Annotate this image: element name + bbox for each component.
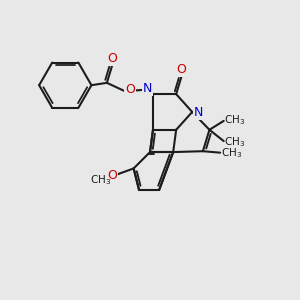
Text: N: N [194,106,203,119]
Text: CH$_3$: CH$_3$ [221,146,243,160]
Text: CH$_3$: CH$_3$ [224,113,246,127]
Text: N: N [143,82,153,95]
Text: O: O [107,52,117,65]
Text: CH$_3$: CH$_3$ [90,173,112,187]
Text: O: O [177,63,186,76]
Text: O: O [107,169,117,182]
Text: CH$_3$: CH$_3$ [224,135,246,149]
Text: O: O [125,83,135,97]
